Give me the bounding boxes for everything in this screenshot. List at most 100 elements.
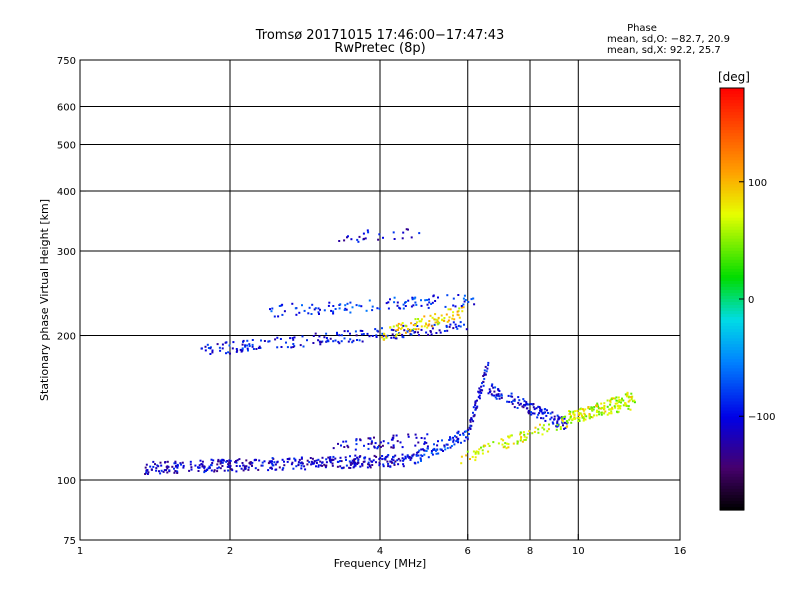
y-tick-label: 300 xyxy=(57,247,76,258)
colorbar-segment xyxy=(720,389,744,394)
data-point xyxy=(621,397,623,400)
data-point xyxy=(426,303,429,306)
data-point xyxy=(513,406,516,409)
data-point xyxy=(354,458,357,460)
colorbar-segment xyxy=(720,127,744,131)
data-point xyxy=(420,460,422,462)
data-point xyxy=(277,315,280,318)
colorbar-segment xyxy=(720,112,744,116)
data-point xyxy=(487,450,490,453)
data-point xyxy=(144,466,147,469)
colorbar-segment xyxy=(720,166,744,170)
colorbar-gradient xyxy=(719,87,745,511)
data-point xyxy=(540,408,543,411)
data-point xyxy=(154,463,156,466)
data-point xyxy=(247,349,249,352)
data-point xyxy=(343,337,346,340)
data-point xyxy=(423,441,426,444)
colorbar-segment xyxy=(720,157,744,161)
colorbar-segment xyxy=(720,356,744,360)
data-point xyxy=(349,332,351,335)
colorbar-segment xyxy=(720,506,744,511)
data-point xyxy=(377,238,380,241)
colorbar-segment xyxy=(720,106,744,110)
data-point xyxy=(207,347,210,349)
colorbar-segment xyxy=(720,283,744,288)
data-point xyxy=(302,345,305,348)
data-point xyxy=(235,348,238,350)
data-point xyxy=(245,465,248,468)
data-point xyxy=(542,417,545,420)
data-point xyxy=(414,331,417,333)
data-point xyxy=(200,347,203,350)
data-point xyxy=(400,323,403,326)
data-point xyxy=(415,454,418,457)
data-point xyxy=(593,414,595,417)
data-point xyxy=(600,402,603,405)
data-point xyxy=(301,335,304,338)
data-point xyxy=(363,237,365,240)
data-point xyxy=(465,436,467,439)
data-point xyxy=(483,377,486,380)
data-point xyxy=(433,318,436,321)
data-point xyxy=(537,431,540,434)
data-point xyxy=(235,470,238,473)
data-point xyxy=(340,334,343,337)
x-tick-label: 1 xyxy=(77,546,83,557)
data-point xyxy=(577,412,580,414)
data-point xyxy=(609,399,612,402)
data-point xyxy=(407,433,410,436)
data-point xyxy=(216,343,219,346)
colorbar-segment xyxy=(720,289,744,294)
data-point xyxy=(300,456,303,459)
data-point xyxy=(252,348,255,350)
data-point xyxy=(596,402,599,405)
colorbar-segment xyxy=(720,341,744,345)
data-point xyxy=(396,304,399,307)
data-point xyxy=(361,463,364,466)
data-point xyxy=(358,339,361,342)
data-point xyxy=(415,328,417,331)
data-point xyxy=(556,414,559,417)
data-point xyxy=(260,339,262,342)
data-point xyxy=(582,419,585,422)
data-point xyxy=(443,330,446,332)
colorbar-segment xyxy=(720,295,744,300)
data-point xyxy=(466,428,469,431)
data-point xyxy=(435,332,438,334)
data-point xyxy=(520,438,522,440)
colorbar-segment xyxy=(720,503,744,508)
data-point xyxy=(463,294,466,297)
data-point xyxy=(331,462,334,465)
colorbar-segment xyxy=(720,494,744,499)
colorbar-segment xyxy=(720,160,744,164)
data-point xyxy=(332,340,335,343)
colorbar-segment xyxy=(720,118,744,122)
data-point xyxy=(328,301,331,304)
data-point xyxy=(454,435,456,438)
data-point xyxy=(242,469,245,472)
data-point xyxy=(484,373,487,376)
data-point xyxy=(582,415,585,418)
data-point xyxy=(209,353,212,355)
data-point xyxy=(477,451,480,454)
data-point xyxy=(447,319,450,322)
data-point xyxy=(211,351,214,354)
data-point xyxy=(179,462,182,465)
colorbar-segment xyxy=(720,172,744,177)
data-point xyxy=(190,466,193,469)
data-point xyxy=(218,466,220,469)
data-point xyxy=(349,463,352,466)
data-point xyxy=(251,339,254,341)
data-point xyxy=(383,338,386,341)
data-point xyxy=(469,419,472,422)
data-point xyxy=(460,306,463,309)
data-point xyxy=(247,466,250,469)
colorbar-segment xyxy=(720,88,744,92)
data-point xyxy=(540,410,543,413)
data-point xyxy=(389,326,392,329)
data-point xyxy=(217,460,220,463)
data-point xyxy=(617,400,620,403)
data-point xyxy=(495,397,498,400)
data-point xyxy=(344,307,347,310)
